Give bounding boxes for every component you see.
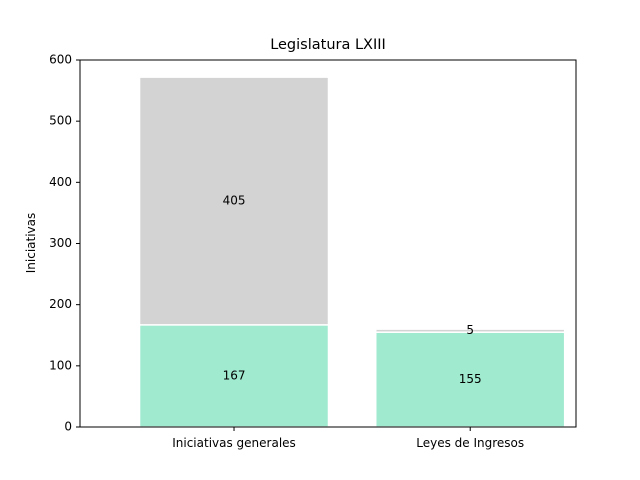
- y-tick-label: 200: [49, 297, 72, 311]
- x-tick-label: Iniciativas generales: [172, 436, 296, 450]
- y-tick-label: 300: [49, 236, 72, 250]
- y-axis-label: Iniciativas: [24, 213, 38, 274]
- plot-area: 167 405 Iniciativas generales 155 5 Leyes de …: [49, 53, 577, 450]
- y-tick-label: 0: [64, 420, 72, 434]
- data-label: 5: [466, 323, 474, 337]
- bar-series-2-2: [374, 328, 566, 333]
- y-tick-label: 400: [49, 175, 72, 189]
- axes-frame: [79, 59, 577, 428]
- x-tick-label: Leyes de Ingresos: [416, 436, 524, 450]
- bar-series-2-1: [138, 76, 330, 326]
- y-tick-label: 500: [49, 114, 72, 128]
- bar-series-1-1: [138, 324, 330, 428]
- y-tick-label: 600: [49, 53, 72, 67]
- data-label: 405: [223, 193, 246, 207]
- chart-title: Legislatura LXIII: [270, 37, 386, 53]
- y-tick-label: 100: [49, 358, 72, 372]
- data-label: 155: [459, 372, 482, 386]
- data-label: 167: [223, 368, 246, 382]
